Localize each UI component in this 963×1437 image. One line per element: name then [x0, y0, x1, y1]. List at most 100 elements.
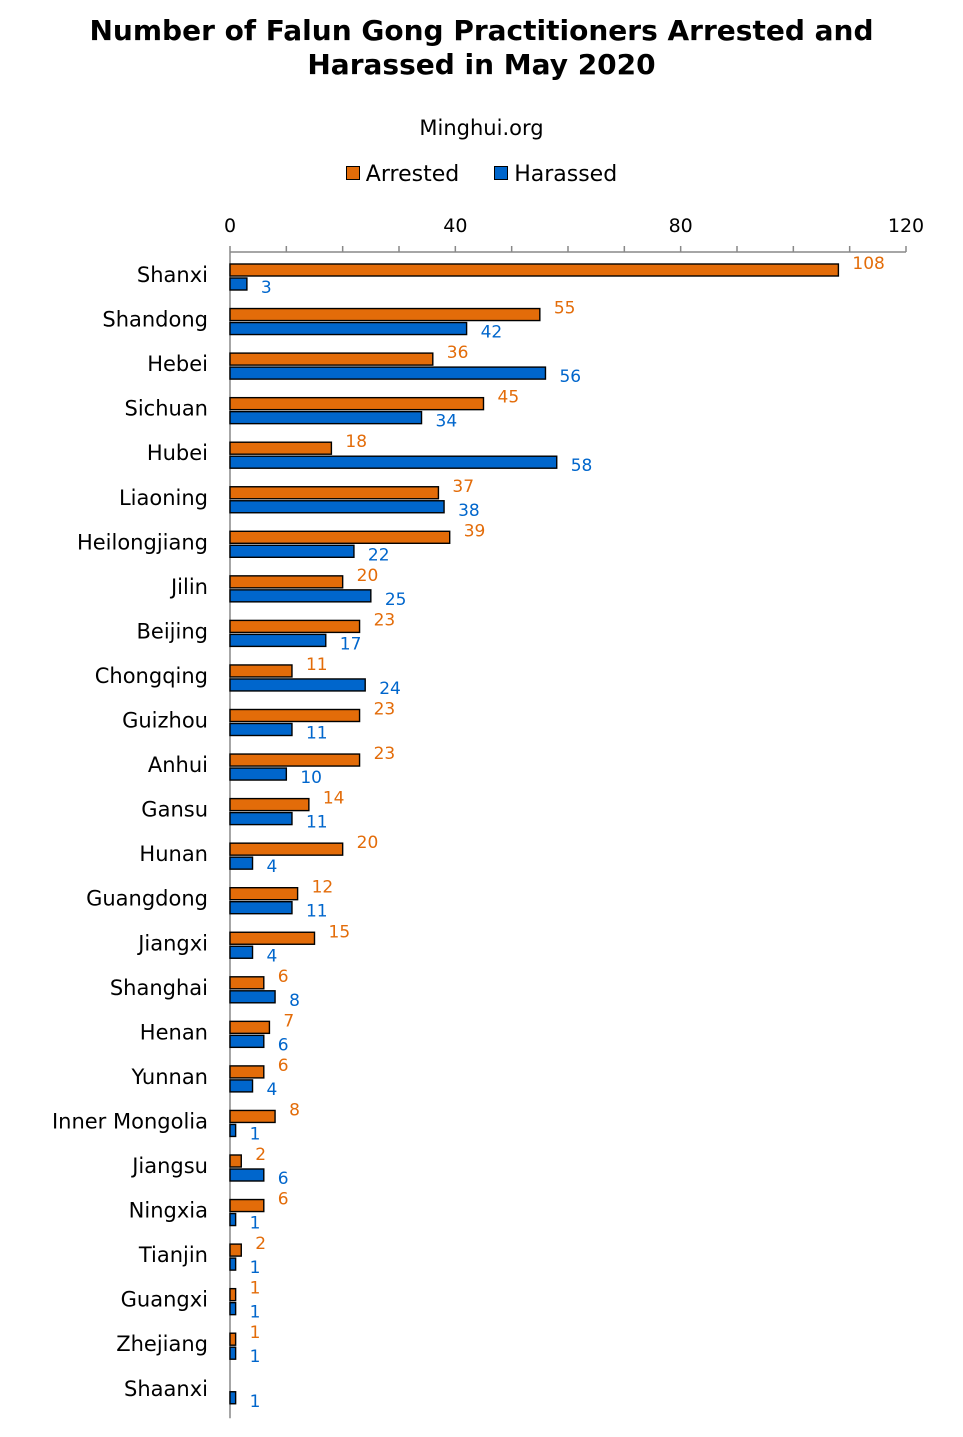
data-label-harassed: 3 — [261, 278, 272, 298]
bar-harassed — [229, 500, 445, 514]
category-label: Shandong — [102, 308, 208, 332]
data-label-arrested: 6 — [278, 1190, 289, 1210]
legend-swatch-harassed — [494, 166, 509, 180]
data-label-harassed: 58 — [571, 456, 593, 476]
category-label: Tianjin — [138, 1243, 208, 1267]
bar-harassed — [229, 633, 327, 648]
bar-harassed — [229, 1079, 254, 1093]
category-label: Hebei — [147, 352, 208, 376]
bar-arrested — [229, 530, 451, 544]
bar-harassed — [229, 856, 254, 870]
data-label-harassed: 17 — [340, 634, 362, 654]
data-label-harassed: 11 — [306, 813, 328, 833]
data-label-arrested: 2 — [255, 1234, 266, 1254]
data-label-arrested: 1 — [250, 1279, 261, 1299]
bar-arrested — [229, 664, 293, 678]
category-label: Gansu — [141, 798, 208, 822]
legend-swatch-arrested — [345, 166, 360, 180]
bar-harassed — [229, 544, 355, 558]
bar-harassed — [229, 722, 293, 737]
bar-arrested — [229, 575, 344, 589]
category-label: Beijing — [137, 619, 208, 643]
bar-harassed — [229, 901, 293, 915]
data-label-harassed: 1 — [250, 1258, 261, 1278]
bar-harassed — [229, 1301, 237, 1316]
bar-harassed — [229, 1212, 237, 1227]
data-label-arrested: 1 — [250, 1323, 261, 1343]
bar-arrested — [229, 976, 265, 990]
data-label-arrested: 2 — [255, 1145, 266, 1165]
data-label-arrested: 12 — [312, 878, 334, 898]
bar-arrested — [229, 1065, 265, 1079]
legend-item-arrested: Arrested — [345, 162, 459, 187]
category-label: Ningxia — [129, 1199, 208, 1223]
bar-harassed — [229, 410, 423, 425]
bar-harassed — [229, 1391, 237, 1405]
bar-harassed — [229, 589, 372, 603]
bar-arrested — [229, 1109, 276, 1124]
legend-label-harassed: Harassed — [514, 162, 618, 187]
data-label-harassed: 11 — [306, 724, 328, 744]
bar-arrested — [229, 441, 333, 455]
data-label-arrested: 39 — [464, 521, 486, 541]
data-label-harassed: 34 — [436, 412, 458, 432]
bar-harassed — [229, 366, 547, 380]
bar-arrested — [229, 753, 361, 767]
chart-title: Number of Falun Gong Practitioners Arres… — [0, 14, 963, 82]
bar-arrested — [229, 931, 316, 945]
category-label: Shanghai — [110, 976, 208, 1000]
data-label-arrested: 15 — [329, 922, 351, 942]
bar-harassed — [229, 811, 293, 826]
bar-arrested — [229, 1332, 237, 1346]
data-label-harassed: 1 — [250, 1347, 261, 1367]
data-label-harassed: 1 — [250, 1303, 261, 1323]
data-label-harassed: 6 — [278, 1169, 289, 1189]
data-label-arrested: 37 — [452, 477, 474, 497]
bar-arrested — [229, 619, 361, 634]
data-label-arrested: 18 — [345, 432, 367, 452]
data-label-harassed: 1 — [250, 1392, 261, 1412]
bar-harassed — [229, 1034, 265, 1049]
category-label: Guangxi — [121, 1288, 208, 1312]
bar-arrested — [229, 1020, 271, 1035]
category-label: Guizhou — [122, 709, 208, 733]
category-label: Jiangxi — [136, 931, 208, 955]
x-tick-label: 40 — [443, 215, 467, 237]
bar-harassed — [229, 1123, 237, 1138]
category-label: Chongqing — [95, 664, 208, 688]
data-label-arrested: 45 — [498, 388, 520, 408]
data-label-harassed: 56 — [559, 367, 581, 387]
bar-arrested — [229, 1198, 265, 1213]
bar-arrested — [229, 307, 541, 322]
bar-arrested — [229, 842, 344, 856]
data-label-harassed: 4 — [267, 857, 278, 877]
data-label-harassed: 25 — [385, 590, 407, 610]
data-label-arrested: 6 — [278, 967, 289, 987]
data-label-arrested: 23 — [374, 744, 396, 764]
data-label-harassed: 42 — [481, 323, 503, 343]
category-label: Yunnan — [130, 1065, 208, 1089]
category-label: Zhejiang — [116, 1332, 208, 1356]
bar-harassed — [229, 990, 276, 1004]
category-label: Jilin — [169, 575, 208, 599]
x-tick-label: 80 — [669, 215, 693, 237]
bar-harassed — [229, 1257, 237, 1271]
data-label-arrested: 7 — [283, 1011, 294, 1031]
data-label-harassed: 6 — [278, 1035, 289, 1055]
bar-arrested — [229, 396, 485, 411]
data-label-harassed: 1 — [250, 1124, 261, 1144]
category-label: Hunan — [139, 842, 208, 866]
bar-harassed — [229, 767, 288, 781]
data-label-harassed: 4 — [267, 946, 278, 966]
bar-harassed — [229, 1346, 237, 1360]
x-tick-label: 120 — [888, 215, 924, 237]
data-label-harassed: 22 — [368, 545, 390, 565]
bar-arrested — [229, 708, 361, 723]
category-label: Sichuan — [124, 397, 208, 421]
category-label: Shaanxi — [124, 1377, 208, 1401]
data-label-arrested: 23 — [374, 700, 396, 720]
data-label-arrested: 20 — [357, 566, 379, 586]
data-label-arrested: 23 — [374, 610, 396, 630]
category-label: Jiangsu — [130, 1154, 208, 1178]
